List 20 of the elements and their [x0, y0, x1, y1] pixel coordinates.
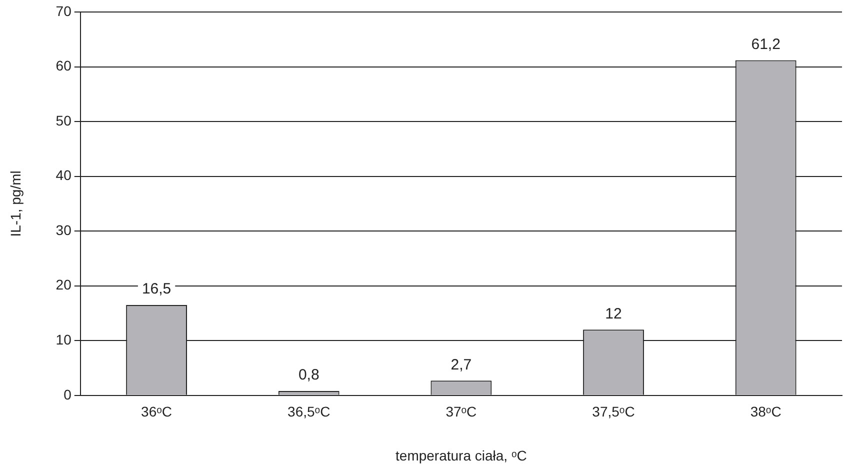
- data-label: 2,7: [450, 356, 472, 374]
- x-axis-title: temperatura ciała, ᵒC: [396, 447, 527, 464]
- y-tick-label: 50: [56, 112, 72, 128]
- data-label: 16,5: [142, 280, 172, 298]
- y-tick-label: 0: [64, 386, 72, 402]
- x-tick-label: 36ᵒC: [141, 404, 172, 420]
- data-label: 61,2: [751, 36, 780, 53]
- y-tick-label: 60: [56, 58, 72, 74]
- y-tick-label: 70: [56, 2, 72, 19]
- data-label: 0,8: [298, 366, 320, 384]
- y-tick-label: 40: [56, 167, 72, 184]
- y-axis-title: IL-1, pg/ml: [7, 170, 24, 237]
- y-tick-label: 10: [56, 331, 72, 348]
- y-tick-label: 30: [56, 222, 72, 238]
- x-tick-label: 37,5ᵒC: [592, 404, 635, 420]
- data-label: 12: [605, 305, 622, 322]
- x-tick-label: 38ᵒC: [750, 404, 782, 420]
- x-tick-label: 37ᵒC: [446, 404, 477, 420]
- y-tick-label: 20: [56, 276, 72, 293]
- x-tick-label: 36,5ᵒC: [288, 404, 330, 420]
